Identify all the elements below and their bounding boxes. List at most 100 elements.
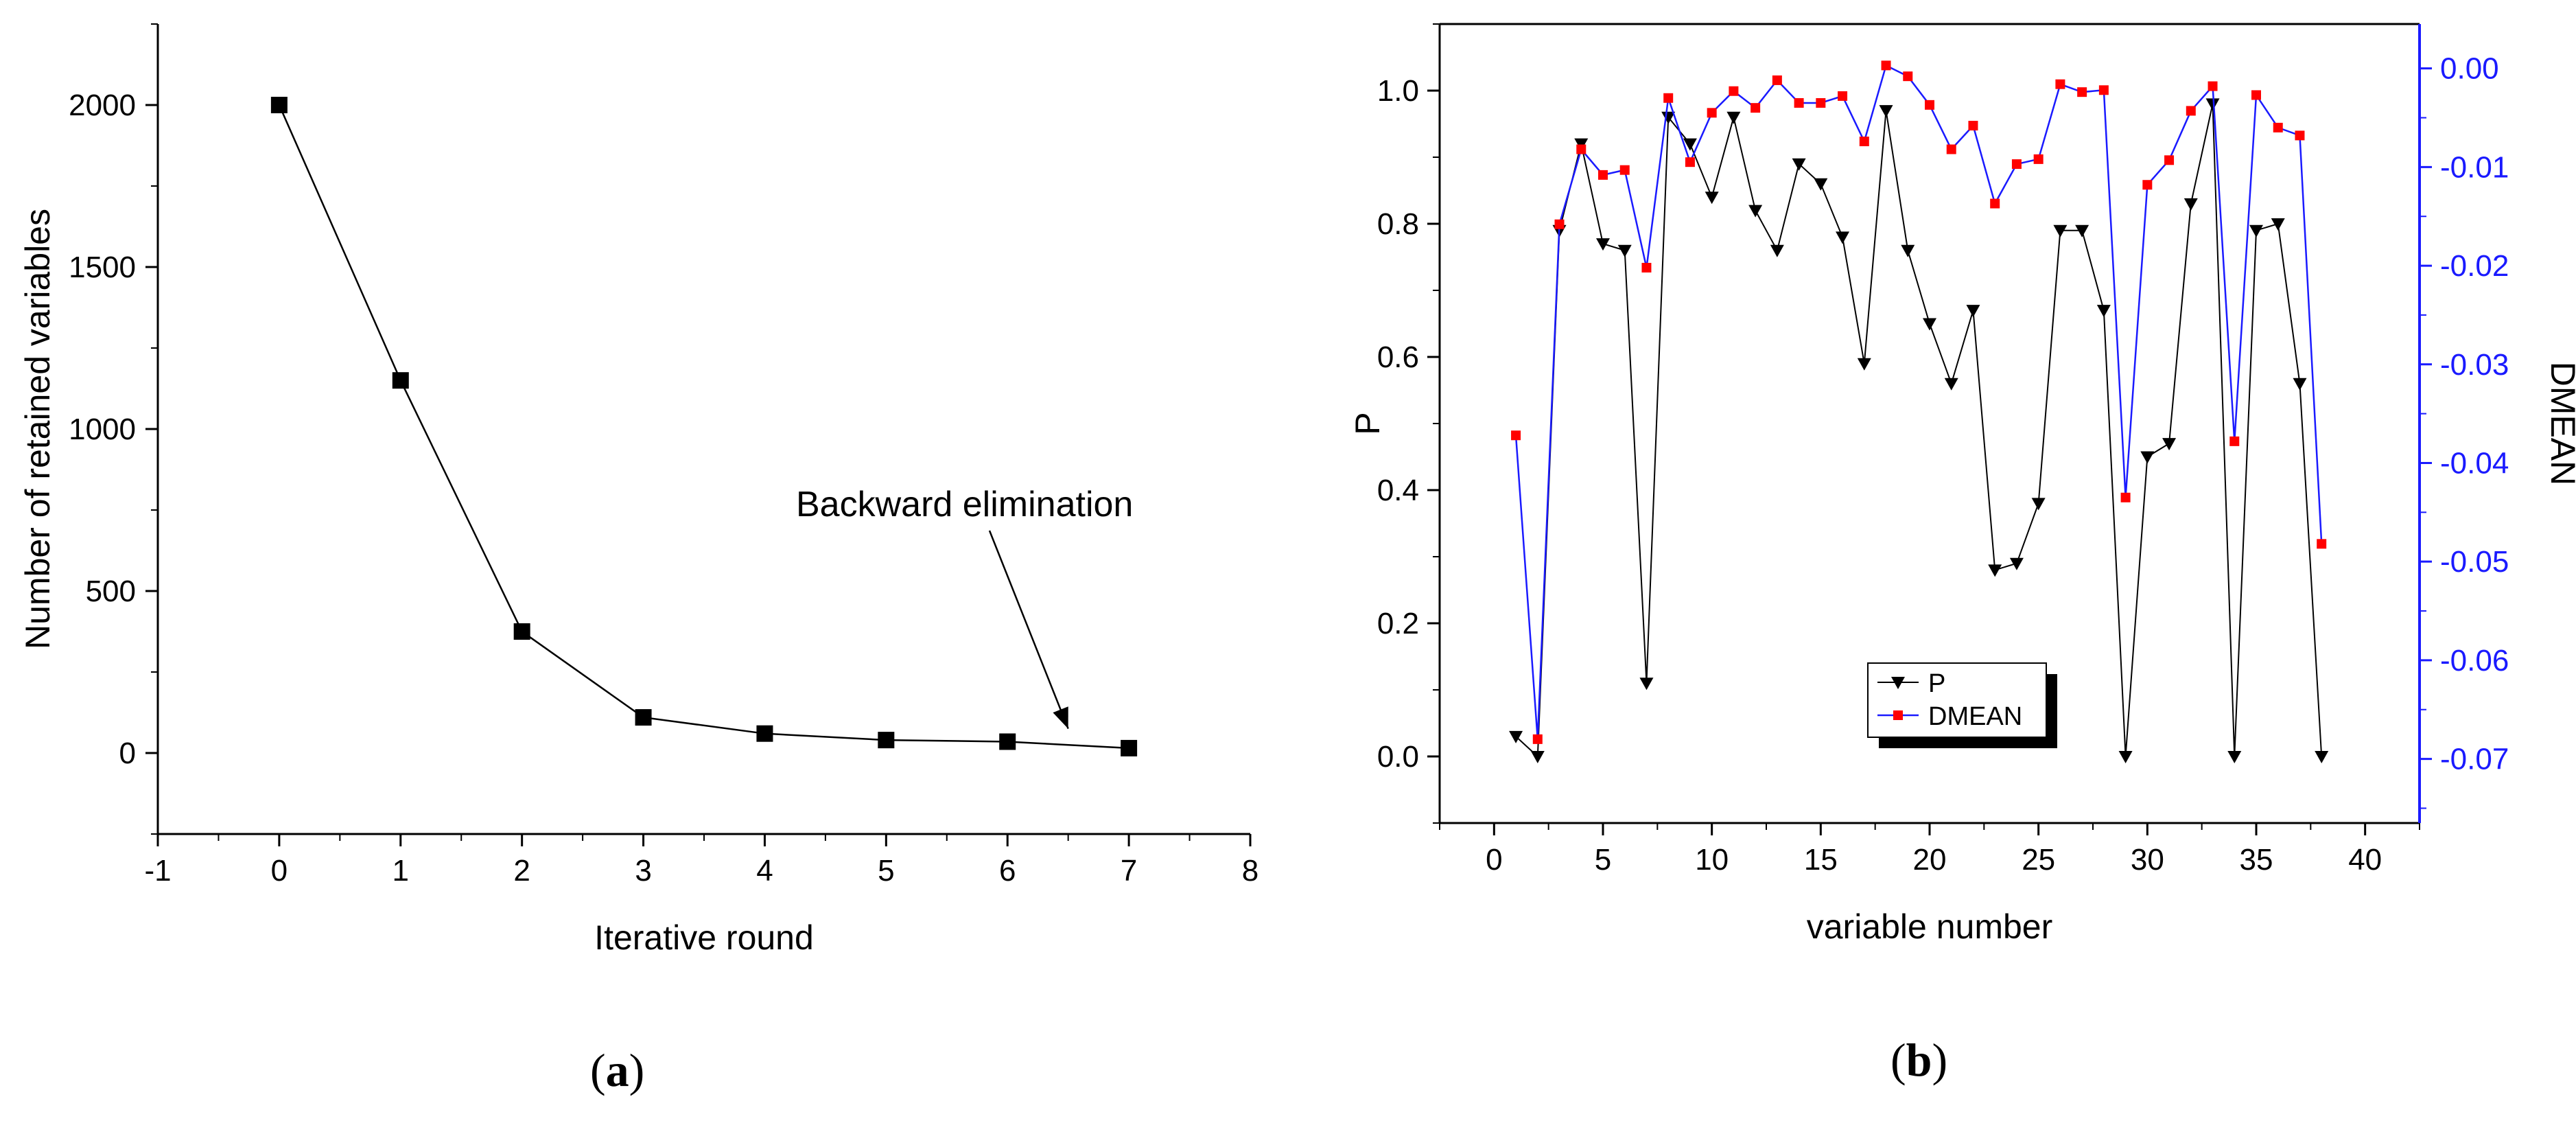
data-point-p — [1705, 192, 1719, 205]
y2-tick-label: -0.07 — [2440, 743, 2509, 776]
data-point-p — [2162, 438, 2177, 451]
data-point-dmean — [2142, 180, 2153, 190]
data-point-p — [2249, 224, 2263, 238]
x-tick-label: 0 — [271, 854, 288, 888]
data-point — [392, 372, 409, 389]
x-axis-label: Iterative round — [594, 918, 814, 957]
y2-tick-label: -0.05 — [2440, 545, 2509, 579]
data-point-p — [2053, 224, 2068, 238]
y2-tick-label: -0.02 — [2440, 249, 2509, 283]
y-tick-label: 2000 — [69, 89, 136, 122]
x-tick-label: 30 — [2131, 843, 2164, 877]
y-axis-label: Number of retained variables — [19, 209, 57, 649]
data-point — [756, 725, 773, 742]
y-tick-label: 0 — [119, 737, 136, 770]
data-point-dmean — [1750, 103, 1761, 113]
data-point-p — [2140, 451, 2155, 464]
data-point-dmean — [1576, 144, 1586, 154]
data-point-dmean — [2229, 436, 2240, 446]
x-tick-label: -1 — [144, 854, 171, 888]
data-point-dmean — [2251, 90, 2261, 100]
data-point-p — [2009, 557, 2024, 570]
y-tick-label: 0.2 — [1377, 607, 1419, 640]
legend-marker-dmean — [1893, 710, 1903, 720]
data-point-dmean — [1729, 86, 1739, 96]
x-tick-label: 35 — [2240, 843, 2273, 877]
data-point-p — [1509, 730, 1523, 743]
data-point-p — [1944, 378, 1958, 391]
data-point-dmean — [2186, 106, 2196, 116]
data-point-p — [1879, 105, 1893, 118]
chart-panel-b: 0 5 10 15 20 25 30 35 40 0.0 0.2 0.4 0.6 0.8 1.0 0.00 -0… — [1348, 23, 2576, 946]
x-tick-label: 25 — [2022, 843, 2055, 877]
data-point-p — [1596, 238, 1610, 251]
data-point-dmean — [1816, 97, 1826, 108]
data-point-p — [1836, 231, 1850, 244]
data-point-p — [1814, 178, 1828, 191]
panel-letter-a: a — [605, 1044, 629, 1096]
annotation-arrowhead — [1053, 706, 1068, 729]
y2-tick-label: -0.06 — [2440, 644, 2509, 678]
legend-box — [1867, 662, 2047, 738]
y2-tick-label: -0.04 — [2440, 446, 2509, 480]
data-point-p — [2096, 305, 2111, 318]
panel-letter-b: b — [1906, 1034, 1932, 1086]
y-tick-label: 1500 — [69, 251, 136, 284]
data-point-dmean — [2098, 85, 2109, 95]
data-point-p — [1683, 138, 1697, 151]
x-tick-label: 0 — [1486, 843, 1502, 877]
annotation-text: Backward elimination — [796, 485, 1133, 524]
data-point-dmean — [1532, 734, 1543, 744]
data-point-dmean — [1794, 97, 1804, 108]
data-point-dmean — [1619, 165, 1630, 175]
data-point-dmean — [2273, 122, 2283, 132]
x-tick-label: 40 — [2348, 843, 2382, 877]
y-tick-label: 0.8 — [1377, 207, 1419, 241]
data-point-dmean — [1641, 262, 1652, 273]
data-point-p — [2205, 98, 2220, 111]
data-point-p — [2227, 751, 2242, 763]
y-tick-label: 500 — [86, 575, 136, 608]
data-point-dmean — [1685, 157, 1695, 167]
data-point-p — [1988, 564, 2002, 577]
data-point-p — [1770, 244, 1784, 257]
y-axis-label: P — [1348, 412, 1387, 435]
data-point-dmean — [2164, 155, 2175, 165]
y2-tick-label: 0.00 — [2440, 52, 2499, 86]
x-tick-label: 10 — [1695, 843, 1729, 877]
data-point-p — [1661, 111, 1676, 124]
data-point-p — [1966, 305, 1980, 318]
legend-marker-p — [1891, 677, 1905, 689]
data-point-p — [1726, 111, 1741, 124]
series-line — [278, 104, 1129, 750]
data-point-p — [2315, 751, 2329, 763]
data-point-p — [1748, 205, 1763, 218]
y-tick-label: 1.0 — [1377, 74, 1419, 108]
x-tick-label: 15 — [1804, 843, 1838, 877]
data-point-dmean — [1903, 71, 1913, 82]
data-point-dmean — [2295, 130, 2305, 141]
data-point-p — [1901, 244, 1915, 257]
data-point-dmean — [2033, 154, 2044, 164]
x-tick-label: 1 — [393, 854, 409, 888]
data-point-dmean — [1663, 93, 1674, 103]
data-point-dmean — [1772, 75, 1782, 85]
data-point-dmean — [2120, 492, 2131, 502]
data-point-dmean — [1598, 170, 1608, 180]
panel-label-a: (a) — [590, 1044, 645, 1096]
data-point — [878, 732, 895, 749]
series-line-p — [1515, 104, 2323, 759]
y2-tick-label: -0.01 — [2440, 150, 2509, 184]
data-point-p — [2183, 198, 2198, 211]
y-tick-label: 0.0 — [1377, 740, 1419, 774]
data-point — [270, 97, 288, 113]
panel-label-b: (b) — [1890, 1034, 1948, 1086]
x-tick-label: 8 — [1242, 854, 1258, 888]
data-point-dmean — [1511, 430, 1521, 441]
x-tick-label: 6 — [999, 854, 1016, 888]
chart-panel-a: -1 0 1 2 3 4 5 6 7 8 0 500 1000 1500 2000 Iterative rou… — [19, 23, 1258, 957]
legend-label-dmean: DMEAN — [1928, 702, 2022, 731]
y2-tick-label: -0.03 — [2440, 348, 2509, 382]
data-point-dmean — [1707, 108, 1717, 118]
